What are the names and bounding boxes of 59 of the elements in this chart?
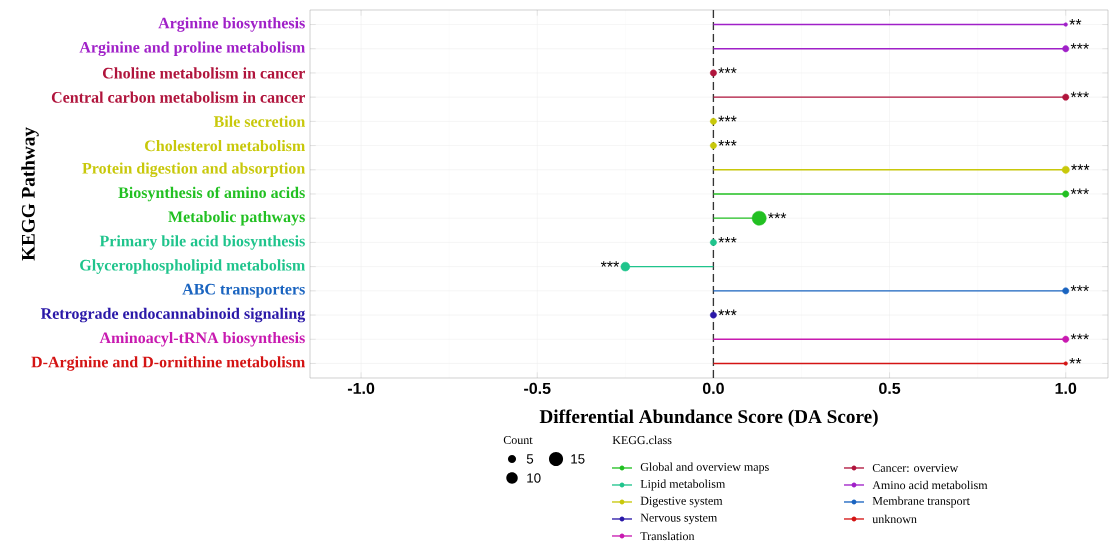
point [1063, 22, 1068, 27]
y-tick-label: Arginine and proline metabolism [79, 41, 305, 57]
legend-label: Nervous system [640, 513, 718, 525]
x-tick-label: 0.5 [879, 382, 901, 395]
legend-label: unknown [872, 514, 917, 524]
data-label: *** [1070, 188, 1089, 195]
data-label: *** [1070, 333, 1089, 340]
legend-label: Translation [640, 531, 695, 541]
y-tick-label: Arginine biosynthesis [158, 17, 305, 32]
legend-label: Lipid metabolism [640, 479, 726, 491]
y-tick-label: Protein digestion and absorption [82, 162, 306, 178]
y-axis-title: KEGG Pathway [21, 127, 39, 261]
data-label: *** [718, 67, 737, 74]
y-tick-label: Retrograde endocannabinoid signaling [40, 307, 306, 323]
y-tick-label: Metabolic pathways [168, 210, 305, 226]
y-tick-label: Bile secretion [213, 115, 306, 127]
x-tick-label: 1.0 [1055, 382, 1077, 395]
y-tick-label: Cholesterol metabolism [145, 139, 305, 152]
point [1061, 165, 1070, 174]
x-tick-label: -0.5 [524, 382, 551, 395]
legend-label: Digestive system [640, 496, 723, 508]
y-tick-label: ABC transporters [182, 283, 305, 298]
point [1062, 287, 1070, 295]
y-tick-label: Glycerophospholipid metabolism [80, 259, 305, 274]
legend-label: Amino acid metabolism [872, 480, 988, 490]
y-tick-label: D-Arginine and D-ornithine metabolism [31, 356, 306, 371]
point [1062, 335, 1070, 343]
data-label: *** [768, 212, 787, 219]
data-label: *** [718, 236, 737, 243]
data-label: *** [1070, 43, 1089, 49]
legend-label: Cancer: overview [872, 463, 959, 473]
point [620, 261, 631, 272]
data-label: *** [718, 309, 737, 316]
x-axis-title: Differential Abundance Score (DA Score) [539, 409, 878, 427]
legend-label: Global and overview maps [640, 462, 769, 474]
legend-label: 5 [526, 454, 534, 464]
x-tick-label: -1.0 [347, 382, 375, 395]
legend-label: Membrane transport [872, 496, 970, 508]
y-tick-label: Choline metabolism in cancer [102, 67, 305, 79]
point [1062, 45, 1070, 53]
text: Count [503, 435, 533, 445]
y-tick-label: Aminoacyl-tRNA biosynthesis [99, 331, 305, 347]
y-tick-label: Biosynthesis of amino acids [118, 186, 305, 202]
legend-title: KEGG.class [612, 435, 672, 445]
legend-label: 10 [527, 473, 541, 483]
data-label: *** [600, 261, 620, 267]
legend-label: 15 [571, 454, 585, 464]
point [1062, 93, 1070, 101]
data-label: *** [1071, 164, 1090, 170]
data-label: *** [1070, 285, 1089, 291]
y-tick-label: Central carbon metabolism in cancer [51, 91, 305, 103]
data-label: ** [1069, 357, 1082, 364]
y-tick-label: Primary bile acid biosynthesis [99, 235, 305, 250]
data-label: *** [718, 115, 737, 122]
data-label: ** [1069, 19, 1082, 25]
data-label: *** [1070, 91, 1089, 98]
x-tick-label: 0.0 [702, 382, 724, 395]
data-label: *** [718, 140, 737, 146]
point [1063, 361, 1068, 366]
